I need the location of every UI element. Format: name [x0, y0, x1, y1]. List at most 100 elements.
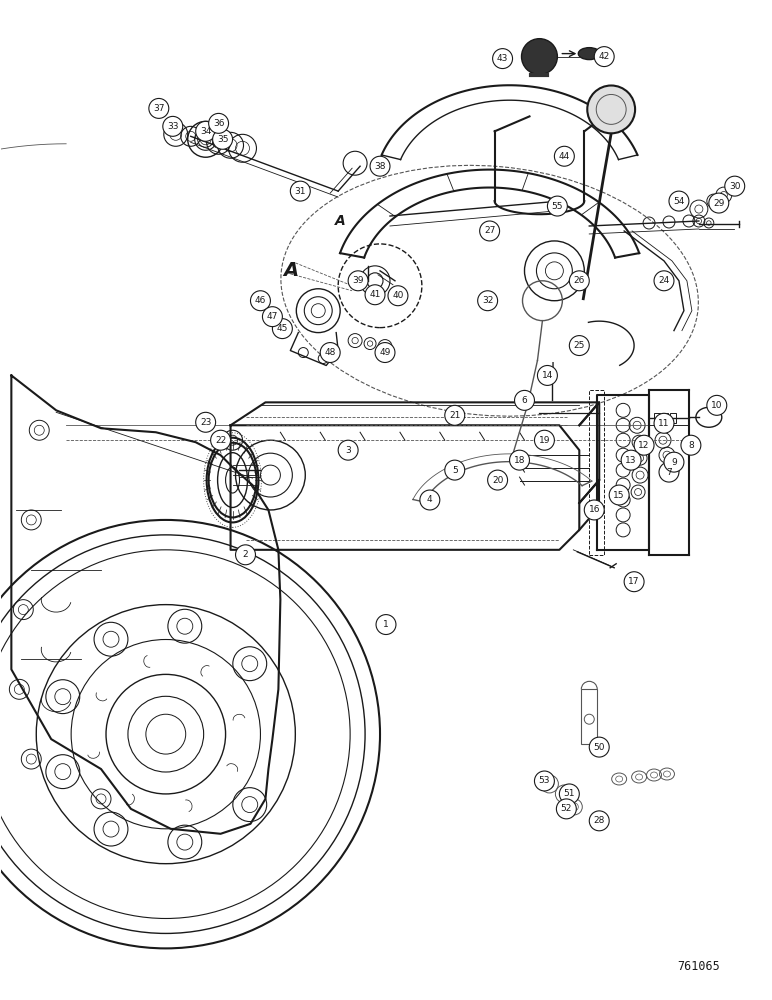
Bar — [654, 413, 660, 423]
Text: 19: 19 — [539, 436, 550, 445]
Text: 50: 50 — [594, 743, 605, 752]
Circle shape — [290, 181, 310, 201]
Text: 41: 41 — [369, 290, 381, 299]
Text: 3: 3 — [345, 446, 351, 455]
Circle shape — [250, 291, 270, 311]
Circle shape — [537, 365, 557, 385]
Text: 25: 25 — [574, 341, 585, 350]
Circle shape — [669, 191, 689, 211]
Circle shape — [445, 405, 465, 425]
Text: 42: 42 — [598, 52, 610, 61]
Circle shape — [584, 500, 604, 520]
Text: 45: 45 — [276, 324, 288, 333]
Text: 21: 21 — [449, 411, 460, 420]
Text: 26: 26 — [574, 276, 585, 285]
Text: 15: 15 — [614, 491, 625, 500]
Ellipse shape — [578, 48, 600, 60]
Text: 53: 53 — [539, 776, 550, 785]
Circle shape — [163, 116, 183, 136]
Text: 9: 9 — [671, 458, 677, 467]
Circle shape — [514, 390, 534, 410]
Text: 7: 7 — [666, 468, 672, 477]
Text: 30: 30 — [729, 182, 740, 191]
Circle shape — [707, 395, 726, 415]
Text: 32: 32 — [482, 296, 493, 305]
Text: 13: 13 — [625, 456, 637, 465]
Bar — [662, 413, 668, 423]
Text: 23: 23 — [200, 418, 212, 427]
Text: 18: 18 — [514, 456, 525, 465]
Circle shape — [621, 450, 641, 470]
Text: I: I — [550, 361, 554, 375]
Text: 33: 33 — [167, 122, 178, 131]
Text: 22: 22 — [215, 436, 226, 445]
Text: 37: 37 — [153, 104, 164, 113]
Circle shape — [709, 193, 729, 213]
Text: 20: 20 — [492, 476, 503, 485]
Text: A: A — [335, 214, 346, 228]
Circle shape — [589, 737, 609, 757]
Circle shape — [493, 49, 513, 69]
Circle shape — [365, 285, 385, 305]
Text: 27: 27 — [484, 226, 496, 235]
Circle shape — [348, 271, 368, 291]
Circle shape — [208, 113, 229, 133]
Circle shape — [609, 485, 629, 505]
Text: 24: 24 — [659, 276, 669, 285]
Text: 31: 31 — [295, 187, 306, 196]
Circle shape — [594, 47, 615, 67]
Circle shape — [569, 336, 589, 356]
Circle shape — [211, 430, 231, 450]
Circle shape — [664, 452, 684, 472]
Circle shape — [554, 146, 574, 166]
Circle shape — [560, 784, 579, 804]
Circle shape — [320, 343, 340, 362]
Text: 49: 49 — [379, 348, 391, 357]
Text: 51: 51 — [564, 789, 575, 798]
Text: 52: 52 — [560, 804, 572, 813]
Circle shape — [370, 156, 390, 176]
Circle shape — [557, 799, 577, 819]
Circle shape — [587, 85, 635, 133]
Circle shape — [478, 291, 498, 311]
Text: 55: 55 — [552, 202, 563, 211]
Text: 6: 6 — [522, 396, 527, 405]
Text: 16: 16 — [588, 505, 600, 514]
Circle shape — [725, 176, 745, 196]
Circle shape — [149, 98, 169, 118]
Circle shape — [273, 319, 293, 339]
Text: 48: 48 — [324, 348, 336, 357]
Circle shape — [534, 430, 554, 450]
Circle shape — [195, 121, 215, 141]
Circle shape — [654, 413, 674, 433]
Circle shape — [569, 271, 589, 291]
Circle shape — [388, 286, 408, 306]
Text: 8: 8 — [688, 441, 694, 450]
Circle shape — [659, 462, 679, 482]
Bar — [670, 413, 676, 423]
Circle shape — [376, 615, 396, 635]
Text: 40: 40 — [392, 291, 404, 300]
Text: 36: 36 — [213, 119, 225, 128]
Circle shape — [235, 545, 256, 565]
Bar — [581, 689, 598, 744]
Text: 39: 39 — [352, 276, 364, 285]
Circle shape — [488, 470, 507, 490]
Text: 11: 11 — [659, 419, 670, 428]
Text: 38: 38 — [374, 162, 386, 171]
Circle shape — [420, 490, 440, 510]
Circle shape — [212, 129, 232, 149]
Circle shape — [262, 307, 283, 327]
Circle shape — [195, 412, 215, 432]
Text: 28: 28 — [594, 816, 605, 825]
Circle shape — [522, 39, 557, 75]
Text: 5: 5 — [452, 466, 458, 475]
Bar — [589, 390, 604, 555]
Text: 46: 46 — [255, 296, 266, 305]
Circle shape — [510, 450, 530, 470]
Circle shape — [534, 771, 554, 791]
Circle shape — [338, 440, 358, 460]
Text: 10: 10 — [711, 401, 723, 410]
Text: 14: 14 — [542, 371, 553, 380]
Text: 35: 35 — [217, 135, 229, 144]
